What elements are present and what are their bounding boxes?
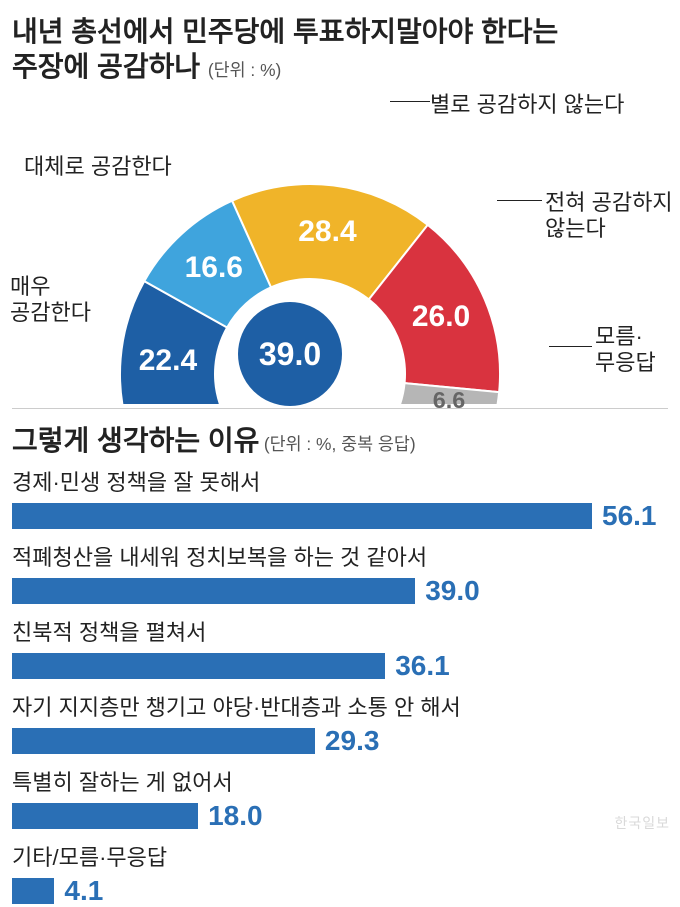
title-line1: 내년 총선에서 민주당에 투표하지말아야 한다는 <box>12 14 668 49</box>
title-line2-wrap: 주장에 공감하나 (단위 : %) <box>12 49 668 84</box>
bar-fill-5 <box>12 878 54 904</box>
gauge-label-3: 전혀 공감하지않는다 <box>545 190 673 243</box>
bar-row-4: 특별히 잘하는 게 없어서18.0 <box>12 765 668 832</box>
gauge-value-4: 6.6 <box>419 387 479 414</box>
bar-value-3: 29.3 <box>325 725 380 757</box>
gauge-label-2: 별로 공감하지 않는다 <box>430 92 624 118</box>
bar-unit: (단위 : %, 중복 응답) <box>264 434 416 454</box>
gauge-chart: 매우공감한다 대체로 공감한다 별로 공감하지 않는다 전혀 공감하지않는다 모… <box>0 84 680 404</box>
leader-line-4 <box>549 346 592 347</box>
bar-value-1: 39.0 <box>425 575 480 607</box>
bar-row-5: 기타/모름·무응답4.1 <box>12 840 668 907</box>
bar-label-5: 기타/모름·무응답 <box>12 840 668 872</box>
bar-track-4: 18.0 <box>12 800 668 832</box>
bar-row-2: 친북적 정책을 펼쳐서36.1 <box>12 615 668 682</box>
gauge-center-value: 39.0 <box>259 336 321 373</box>
bar-label-4: 특별히 잘하는 게 없어서 <box>12 765 668 797</box>
bar-fill-1 <box>12 578 415 604</box>
bar-fill-2 <box>12 653 385 679</box>
bar-value-0: 56.1 <box>602 500 657 532</box>
gauge-label-0: 매우공감한다 <box>10 274 91 327</box>
title-line2: 주장에 공감하나 <box>12 51 200 82</box>
bar-row-0: 경제·민생 정책을 잘 못해서56.1 <box>12 465 668 532</box>
bar-track-0: 56.1 <box>12 500 668 532</box>
gauge-center-badge: 39.0 <box>238 302 342 406</box>
bar-row-3: 자기 지지층만 챙기고 야당·반대층과 소통 안 해서29.3 <box>12 690 668 757</box>
bar-fill-0 <box>12 503 592 529</box>
gauge-label-4: 모름·무응답 <box>595 324 656 377</box>
gauge-value-2: 28.4 <box>297 215 357 249</box>
bar-section-title: 그렇게 생각하는 이유 (단위 : %, 중복 응답) <box>0 419 680 459</box>
leader-line-2 <box>390 101 430 102</box>
bar-value-2: 36.1 <box>395 650 450 682</box>
bar-row-1: 적폐청산을 내세워 정치보복을 하는 것 같아서39.0 <box>12 540 668 607</box>
divider <box>12 408 668 409</box>
bar-fill-3 <box>12 728 315 754</box>
bar-chart: 경제·민생 정책을 잘 못해서56.1 적폐청산을 내세워 정치보복을 하는 것 … <box>0 459 680 907</box>
gauge-value-0: 22.4 <box>138 344 198 378</box>
bar-value-5: 4.1 <box>64 875 103 907</box>
bar-label-3: 자기 지지층만 챙기고 야당·반대층과 소통 안 해서 <box>12 690 668 722</box>
gauge-value-3: 26.0 <box>411 300 471 334</box>
bar-value-4: 18.0 <box>208 800 263 832</box>
bar-track-1: 39.0 <box>12 575 668 607</box>
bar-title: 그렇게 생각하는 이유 <box>12 425 259 456</box>
bar-track-3: 29.3 <box>12 725 668 757</box>
title-unit: (단위 : %) <box>208 60 281 80</box>
bar-label-1: 적폐청산을 내세워 정치보복을 하는 것 같아서 <box>12 540 668 572</box>
gauge-label-1: 대체로 공감한다 <box>24 154 172 180</box>
gauge-value-1: 16.6 <box>184 251 244 285</box>
chart-title: 내년 총선에서 민주당에 투표하지말아야 한다는 주장에 공감하나 (단위 : … <box>0 0 680 84</box>
bar-track-5: 4.1 <box>12 875 668 907</box>
bar-label-0: 경제·민생 정책을 잘 못해서 <box>12 465 668 497</box>
bar-fill-4 <box>12 803 198 829</box>
leader-line-3 <box>497 200 542 201</box>
bar-label-2: 친북적 정책을 펼쳐서 <box>12 615 668 647</box>
bar-track-2: 36.1 <box>12 650 668 682</box>
watermark: 한국일보 <box>614 813 670 833</box>
